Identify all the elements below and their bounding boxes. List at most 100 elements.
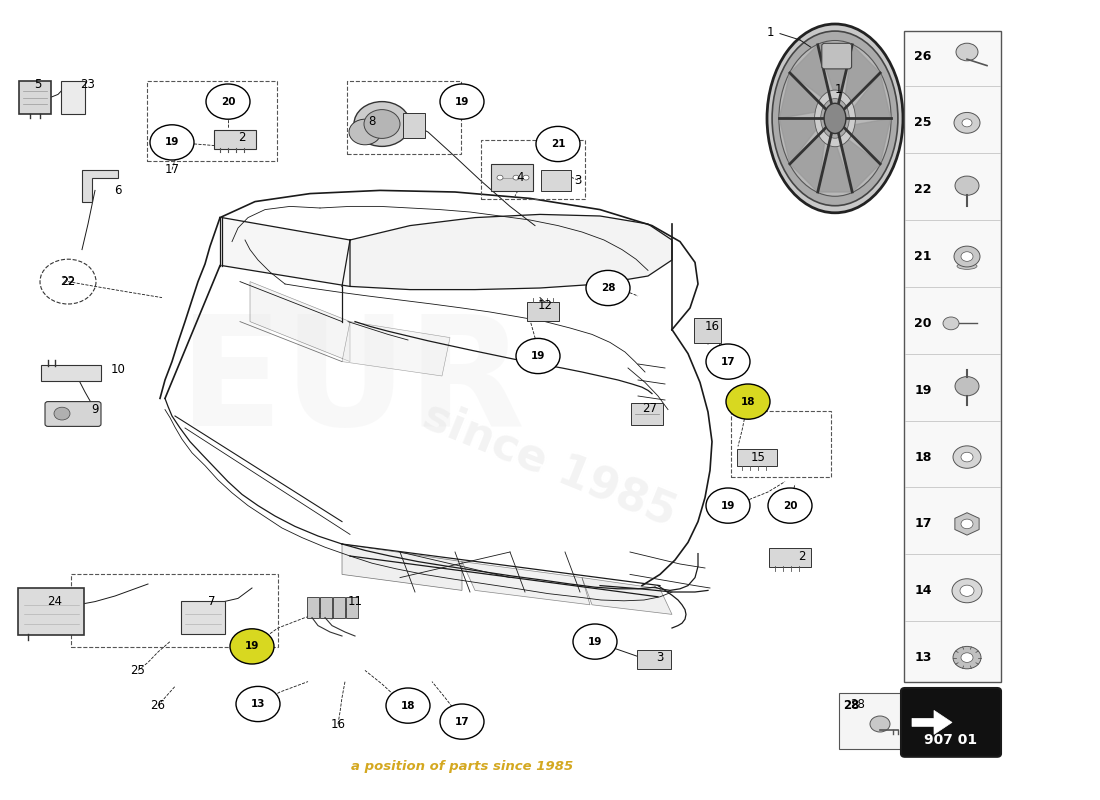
- Text: 11: 11: [348, 595, 363, 608]
- Polygon shape: [222, 218, 350, 286]
- Text: 19: 19: [587, 637, 602, 646]
- Circle shape: [955, 377, 979, 396]
- Circle shape: [440, 704, 484, 739]
- FancyBboxPatch shape: [320, 597, 332, 618]
- Polygon shape: [82, 170, 118, 202]
- FancyBboxPatch shape: [637, 650, 671, 669]
- FancyBboxPatch shape: [904, 31, 1001, 682]
- Polygon shape: [342, 544, 462, 590]
- FancyBboxPatch shape: [769, 548, 811, 567]
- Circle shape: [354, 102, 410, 146]
- Text: 23: 23: [80, 78, 96, 90]
- Circle shape: [586, 270, 630, 306]
- Ellipse shape: [767, 24, 903, 213]
- Text: 16: 16: [330, 718, 345, 730]
- Circle shape: [516, 338, 560, 374]
- Text: 20: 20: [221, 97, 235, 106]
- Text: 14: 14: [914, 584, 932, 598]
- Circle shape: [726, 384, 770, 419]
- Circle shape: [206, 84, 250, 119]
- Text: 13: 13: [914, 651, 932, 664]
- Text: 2: 2: [239, 131, 245, 144]
- Text: 28: 28: [843, 699, 859, 712]
- Text: 20: 20: [914, 317, 932, 330]
- Polygon shape: [462, 562, 590, 605]
- Polygon shape: [845, 73, 891, 118]
- Text: 28: 28: [850, 698, 866, 710]
- Text: 19: 19: [531, 351, 546, 361]
- Circle shape: [961, 653, 974, 662]
- Circle shape: [364, 110, 400, 138]
- FancyBboxPatch shape: [18, 588, 84, 635]
- Text: EUR: EUR: [179, 310, 525, 458]
- Text: 19: 19: [245, 642, 260, 651]
- FancyBboxPatch shape: [839, 693, 903, 749]
- Circle shape: [522, 175, 529, 180]
- Text: 19: 19: [454, 97, 470, 106]
- Polygon shape: [844, 118, 891, 164]
- Text: 10: 10: [111, 363, 125, 376]
- FancyBboxPatch shape: [333, 597, 345, 618]
- FancyBboxPatch shape: [403, 113, 425, 138]
- FancyBboxPatch shape: [901, 688, 1001, 757]
- Circle shape: [953, 446, 981, 468]
- Circle shape: [962, 119, 972, 127]
- Circle shape: [955, 176, 979, 195]
- Circle shape: [497, 175, 503, 180]
- Text: 22: 22: [60, 275, 76, 288]
- Circle shape: [961, 519, 974, 529]
- Polygon shape: [582, 578, 672, 614]
- Text: 13: 13: [251, 699, 265, 709]
- FancyBboxPatch shape: [60, 81, 85, 114]
- Polygon shape: [844, 45, 880, 110]
- FancyBboxPatch shape: [346, 597, 358, 618]
- Polygon shape: [817, 132, 852, 192]
- Text: 19: 19: [914, 384, 932, 397]
- Text: 9: 9: [91, 403, 99, 416]
- Circle shape: [953, 646, 981, 669]
- FancyBboxPatch shape: [214, 130, 256, 149]
- Ellipse shape: [815, 90, 856, 146]
- Text: 1: 1: [834, 83, 842, 96]
- Circle shape: [573, 624, 617, 659]
- Circle shape: [54, 407, 70, 420]
- Text: 20: 20: [783, 501, 798, 510]
- Polygon shape: [790, 126, 827, 192]
- Text: 21: 21: [551, 139, 565, 149]
- Circle shape: [870, 716, 890, 732]
- Circle shape: [150, 125, 194, 160]
- Text: 17: 17: [914, 518, 932, 530]
- Ellipse shape: [779, 41, 891, 196]
- Polygon shape: [912, 710, 952, 734]
- Circle shape: [349, 119, 381, 145]
- Polygon shape: [955, 513, 979, 535]
- Ellipse shape: [772, 31, 898, 206]
- Text: 907 01: 907 01: [924, 733, 978, 747]
- Circle shape: [236, 686, 280, 722]
- Text: a position of parts since 1985: a position of parts since 1985: [351, 760, 573, 773]
- Text: 17: 17: [165, 163, 179, 176]
- Polygon shape: [817, 45, 852, 105]
- Circle shape: [386, 688, 430, 723]
- FancyBboxPatch shape: [822, 43, 851, 69]
- Text: since 1985: since 1985: [417, 394, 683, 534]
- Polygon shape: [838, 132, 880, 192]
- Text: 19: 19: [720, 501, 735, 510]
- Circle shape: [961, 452, 974, 462]
- FancyBboxPatch shape: [19, 81, 51, 114]
- FancyBboxPatch shape: [41, 365, 101, 381]
- Circle shape: [956, 43, 978, 61]
- Circle shape: [943, 317, 959, 330]
- Text: 2: 2: [799, 550, 805, 562]
- Text: 17: 17: [720, 357, 735, 366]
- Text: 8: 8: [368, 115, 376, 128]
- Polygon shape: [350, 214, 672, 290]
- FancyBboxPatch shape: [694, 318, 720, 343]
- Text: 16: 16: [704, 320, 719, 333]
- Text: 12: 12: [538, 299, 552, 312]
- Polygon shape: [779, 73, 827, 118]
- Circle shape: [952, 578, 982, 602]
- Text: 3: 3: [574, 174, 582, 186]
- FancyBboxPatch shape: [45, 402, 101, 426]
- Text: 4: 4: [516, 171, 524, 184]
